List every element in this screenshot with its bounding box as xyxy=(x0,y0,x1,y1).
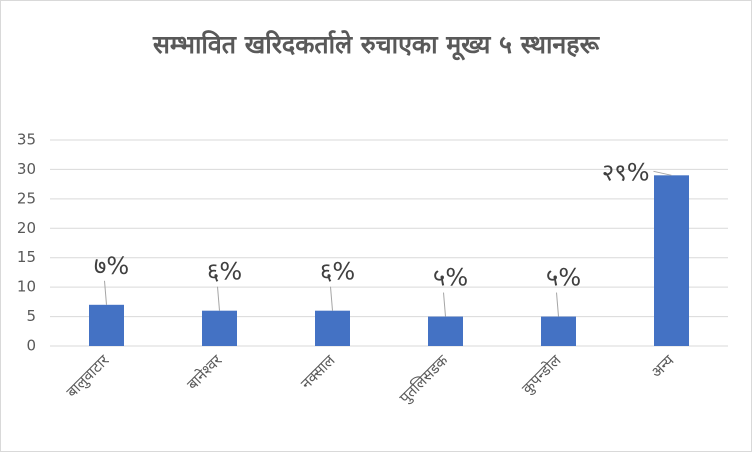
leader-line xyxy=(330,286,333,311)
data-label: २९% xyxy=(602,158,650,186)
leader-line xyxy=(653,170,672,176)
y-tick-label: 20 xyxy=(17,219,36,237)
data-label: ५% xyxy=(433,264,468,292)
chart-title: सम्भावित खरिदकर्ताले रुचाएका मूख्य ५ स्थ… xyxy=(152,30,600,59)
data-label: ५% xyxy=(546,264,581,292)
y-tick-label: 10 xyxy=(17,278,36,296)
y-tick-label: 25 xyxy=(17,189,36,207)
leader-line xyxy=(104,280,107,305)
y-tick-label: 0 xyxy=(26,337,36,355)
y-tick-label: 5 xyxy=(26,307,36,325)
data-label: ७% xyxy=(94,252,129,280)
y-tick-label: 30 xyxy=(17,160,36,178)
bar xyxy=(541,316,576,346)
bar xyxy=(428,316,463,346)
bar xyxy=(315,310,350,346)
leader-line xyxy=(217,286,220,311)
leader-line xyxy=(556,292,559,317)
data-label: ६% xyxy=(207,258,242,286)
bar xyxy=(202,310,237,346)
bar xyxy=(89,304,124,346)
bar xyxy=(654,175,689,346)
y-tick-label: 15 xyxy=(17,248,36,266)
data-label: ६% xyxy=(320,258,355,286)
leader-line xyxy=(443,292,446,317)
y-tick-label: 35 xyxy=(17,131,36,149)
